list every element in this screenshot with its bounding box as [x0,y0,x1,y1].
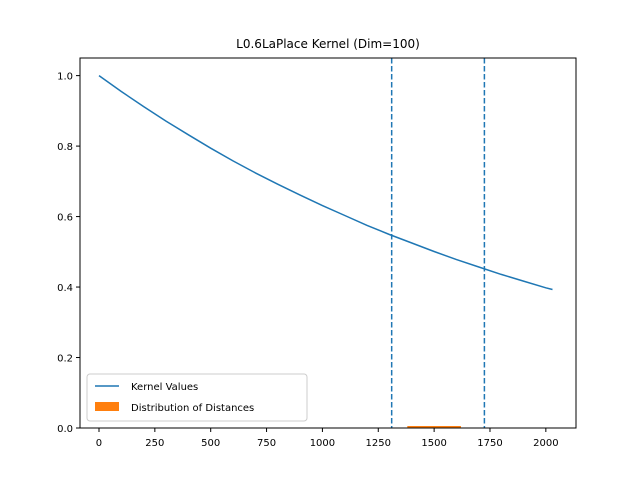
legend-label-distances: Distribution of Distances [131,403,254,414]
y-tick-label: 0.6 [57,213,73,224]
x-axis: 0 250 500 750 1000 1250 1500 1750 2000 [96,428,559,449]
legend-box [86,373,308,422]
y-tick-label: 0.2 [57,354,73,365]
y-tick-label: 1.0 [57,72,73,83]
kernel-values-line [98,74,553,291]
axes-frame [79,57,577,429]
legend-label-kernel: Kernel Values [131,382,198,393]
x-tick-label: 250 [145,438,164,449]
x-tick-label: 1250 [366,438,391,449]
legend-bar-swatch [95,402,119,411]
x-tick-label: 750 [257,438,276,449]
y-axis: 0.0 0.2 0.4 0.6 0.8 1.0 [57,72,80,435]
x-tick-label: 0 [96,438,102,449]
y-tick-label: 0.0 [57,424,73,435]
chart-title: L0.6LaPlace Kernel (Dim=100) [236,37,420,51]
y-tick-label: 0.8 [57,142,73,153]
x-tick-label: 2000 [533,438,558,449]
x-tick-label: 1000 [310,438,335,449]
x-tick-label: 1750 [477,438,502,449]
legend: Kernel Values Distribution of Distances [86,373,308,422]
plot-area [98,58,553,428]
distance-histogram-bar [407,426,461,428]
x-tick-label: 1500 [421,438,446,449]
y-tick-label: 0.4 [57,283,73,294]
x-tick-label: 500 [201,438,220,449]
